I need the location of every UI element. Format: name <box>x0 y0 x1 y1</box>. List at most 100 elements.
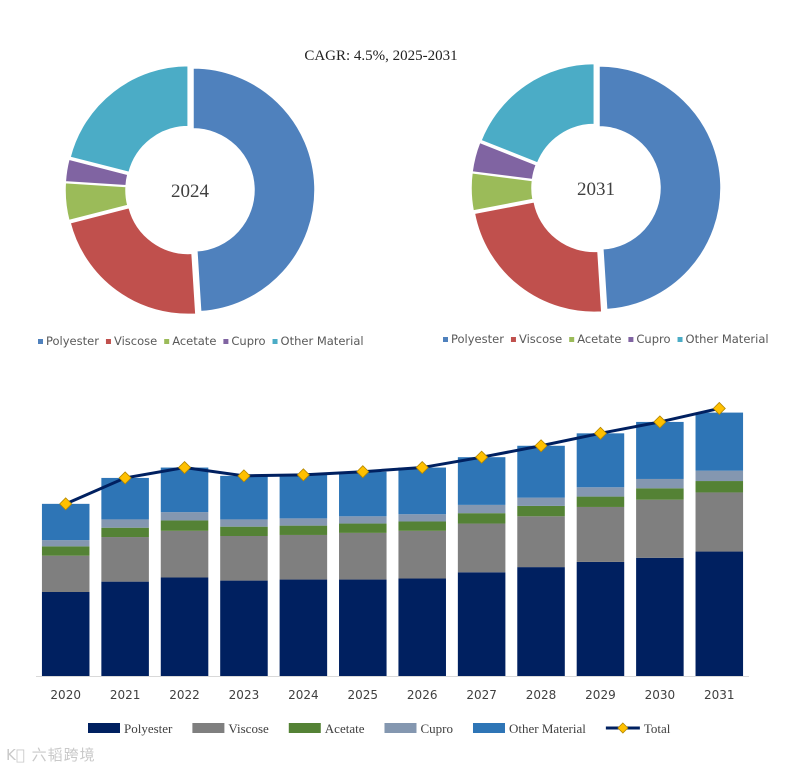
bar-polyester-2022 <box>160 577 209 676</box>
x-tick-label-2029: 2029 <box>585 688 616 702</box>
legend-item-polyester: Polyester <box>443 332 504 346</box>
legend-marker <box>617 722 629 734</box>
legend-swatch <box>384 723 417 733</box>
bar-polyester-2028 <box>517 567 565 676</box>
bar-acetate-2026 <box>398 521 446 531</box>
donut-slice-cupro <box>471 141 538 181</box>
total-marker-2029 <box>593 426 608 440</box>
donut-slice-other-material <box>69 64 189 174</box>
x-tick-label-2025: 2025 <box>348 688 379 702</box>
bar-chart-legend: Polyester Viscose Acetate Cupro Other Materi… <box>88 721 671 736</box>
bar-viscose-2030 <box>636 499 684 558</box>
bar-polyester-2026 <box>398 578 446 676</box>
bar-viscose-2020 <box>41 555 90 592</box>
bar-cupro-2029 <box>576 487 625 497</box>
donut-2024-legend: Polyester Viscose Acetate Cupro Other Materi… <box>38 334 364 348</box>
bar-polyester-2020 <box>41 592 90 676</box>
bar-viscose-2027 <box>457 523 506 573</box>
x-tick-label-2021: 2021 <box>110 688 141 702</box>
bar-viscose-2023 <box>220 536 268 581</box>
bar-other-material-2030 <box>636 421 684 479</box>
legend-label: Polyester <box>46 334 99 348</box>
bar-acetate-2025 <box>339 523 387 533</box>
total-marker-2021 <box>118 471 132 485</box>
legend-swatch <box>105 339 111 344</box>
legend-label: Other Material <box>686 332 769 346</box>
bar-cupro-2025 <box>339 516 387 524</box>
bar-cupro-2030 <box>636 478 684 489</box>
bar-viscose-2022 <box>160 530 209 578</box>
bar-cupro-2022 <box>160 512 209 521</box>
bar-cupro-2026 <box>398 514 446 522</box>
legend-swatch <box>288 723 321 733</box>
bar-other-material-2023 <box>220 475 268 520</box>
bar-acetate-2027 <box>457 513 506 524</box>
bar-other-material-2024 <box>279 474 328 519</box>
bar-acetate-2022 <box>160 520 209 531</box>
x-tick-label-2020: 2020 <box>50 688 81 702</box>
legend-label: Polyester <box>451 332 504 346</box>
legend-swatch <box>628 337 634 342</box>
bar-polyester-2027 <box>457 572 506 676</box>
legend-item-cupro: Cupro <box>384 721 453 736</box>
bar-viscose-2025 <box>339 532 387 580</box>
bar-cupro-2031 <box>695 470 744 482</box>
donut-slice-polyester <box>598 65 722 311</box>
total-marker-2031 <box>712 401 726 416</box>
legend-label: Viscose <box>519 332 562 346</box>
bar-polyester-2023 <box>220 580 268 676</box>
bar-polyester-2031 <box>695 551 744 676</box>
legend-item-other-material: Other Material <box>272 334 364 348</box>
bar-other-material-2027 <box>457 457 506 505</box>
total-marker-2030 <box>653 415 667 429</box>
total-marker-2022 <box>177 460 192 475</box>
total-marker-2023 <box>237 469 251 483</box>
legend-label: Other Material <box>509 721 586 736</box>
bar-acetate-2023 <box>220 526 268 536</box>
legend-swatch <box>223 339 229 344</box>
bar-polyester-2029 <box>576 561 625 676</box>
legend-item-viscose: Viscose <box>510 332 562 346</box>
bar-polyester-2030 <box>636 557 684 676</box>
bar-other-material-2028 <box>517 445 565 498</box>
donut-slice-other-material <box>479 62 596 165</box>
bar-other-material-2022 <box>160 467 209 513</box>
bar-cupro-2024 <box>279 518 328 526</box>
donut-slice-cupro <box>64 158 129 187</box>
legend-swatch <box>677 337 683 342</box>
legend-label: Cupro <box>420 721 453 736</box>
bar-viscose-2024 <box>279 534 328 580</box>
donut-2031-legend: Polyester Viscose Acetate Cupro Other Materi… <box>443 332 769 346</box>
x-tick-label-2028: 2028 <box>526 688 557 702</box>
donut-2024: 2024 <box>64 64 316 316</box>
donut-center-label: 2031 <box>577 179 615 200</box>
legend-item-cupro: Cupro <box>628 332 671 346</box>
legend-item-acetate: Acetate <box>569 332 621 346</box>
legend-swatch <box>443 337 448 342</box>
bar-cupro-2023 <box>220 519 268 527</box>
legend-item-polyester: Polyester <box>38 334 99 348</box>
bar-viscose-2031 <box>695 492 744 552</box>
total-marker-2028 <box>534 439 548 453</box>
donut-center-label: 2024 <box>171 181 210 202</box>
legend-swatch <box>569 337 575 342</box>
bar-cupro-2027 <box>457 504 506 514</box>
legend-label: Acetate <box>172 334 216 348</box>
donut-slice-polyester <box>192 67 316 313</box>
donut-slice-viscose <box>69 206 197 316</box>
legend-label: Cupro <box>231 334 265 348</box>
total-marker-2025 <box>356 465 370 479</box>
donut-slice-acetate <box>64 181 129 222</box>
bar-other-material-2029 <box>576 433 625 488</box>
total-marker-2027 <box>475 450 489 464</box>
legend-swatch <box>510 337 516 342</box>
bar-cupro-2028 <box>517 497 565 506</box>
total-marker-2026 <box>415 460 429 475</box>
bar-acetate-2031 <box>695 481 744 493</box>
bar-other-material-2031 <box>695 412 744 471</box>
legend-label: Viscose <box>228 721 269 736</box>
bar-acetate-2024 <box>279 525 328 535</box>
bar-viscose-2028 <box>517 516 565 568</box>
total-marker-2024 <box>296 468 310 482</box>
legend-item-cupro: Cupro <box>223 334 266 348</box>
